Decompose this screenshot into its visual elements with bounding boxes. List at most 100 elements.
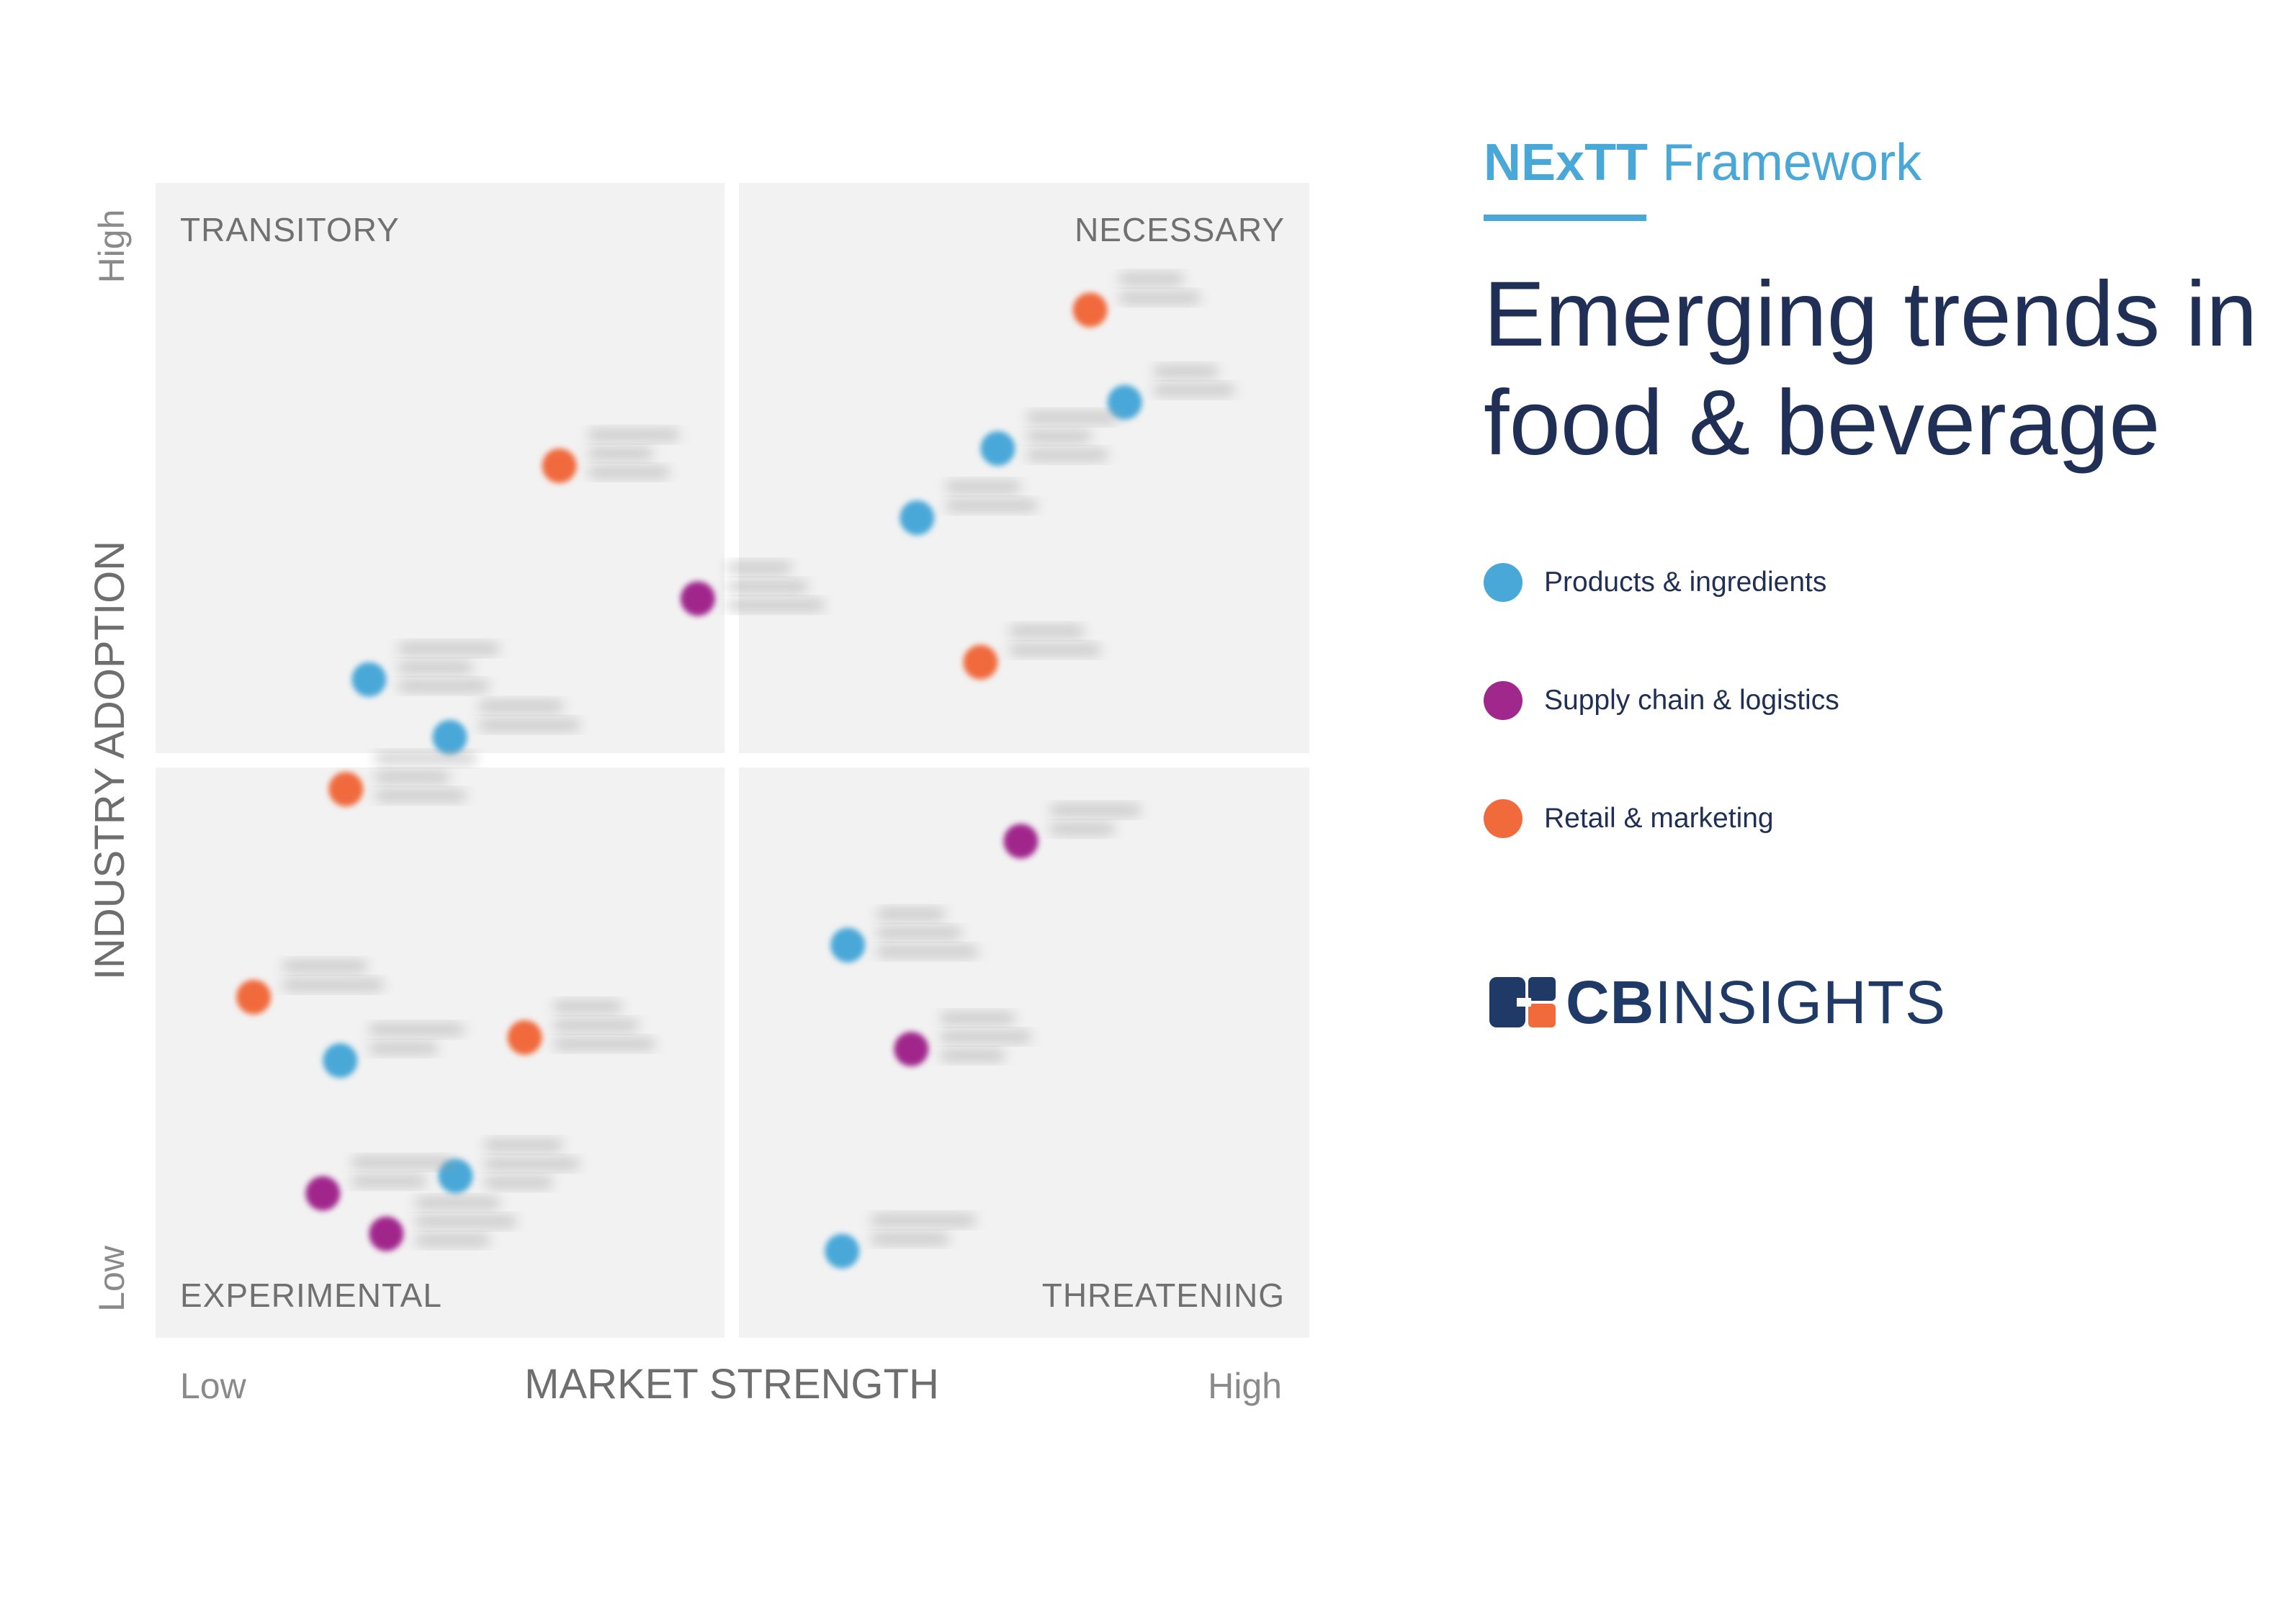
blurred-point-label: [375, 753, 477, 801]
quadrant-label-threatening: THREATENING: [1042, 1277, 1285, 1314]
blurred-label-line: [553, 1038, 655, 1049]
accent-rule: [1484, 215, 1646, 221]
blurred-label-line: [375, 772, 450, 783]
blurred-point-label: [940, 1013, 1032, 1061]
blurred-label-line: [1049, 805, 1142, 816]
headline: Emerging trends in food & beverage: [1484, 260, 2261, 477]
blurred-label-line: [1153, 366, 1219, 377]
data-point-retail: [1072, 292, 1108, 328]
cbinsights-logo-text: CBINSIGHTS: [1566, 972, 1946, 1032]
blurred-label-line: [1009, 626, 1085, 636]
data-point-retail: [542, 448, 577, 483]
blurred-label-line: [415, 1216, 517, 1227]
headline-line-1: Emerging trends in: [1484, 263, 2258, 366]
framework-title-rest: Framework: [1648, 134, 1922, 192]
quadrant-label-experimental: EXPERIMENTAL: [180, 1277, 442, 1314]
blurred-label-line: [876, 927, 962, 938]
legend-label-retail: Retail & marketing: [1544, 803, 1774, 834]
legend-swatch-supply-chain: [1484, 681, 1523, 721]
legend-item-supply-chain: Supply chain & logistics: [1484, 680, 2261, 721]
blurred-label-line: [726, 581, 808, 592]
points-layer: [236, 274, 1235, 1269]
x-axis-high-label: High: [1208, 1366, 1282, 1406]
side-panel: NExTT Framework Emerging trends in food …: [1484, 137, 2261, 917]
quadrant-experimental: [156, 768, 725, 1338]
legend-swatch-products: [1484, 563, 1523, 603]
quadrant-label-transitory: TRANSITORY: [180, 211, 400, 248]
blurred-label-line: [415, 1197, 501, 1208]
blurred-label-line: [398, 680, 490, 691]
blurred-label-line: [1026, 431, 1092, 441]
blurred-point-label: [1009, 626, 1101, 655]
blurred-point-label: [1153, 366, 1235, 395]
y-axis-low-label: Low: [91, 1245, 132, 1312]
blurred-label-line: [282, 960, 368, 971]
logo-text-bold: CB: [1566, 968, 1655, 1036]
quadrant-label-necessary: NECESSARY: [1075, 211, 1285, 248]
blurred-point-label: [1049, 805, 1142, 834]
blurred-label-line: [940, 1050, 1005, 1061]
blurred-point-label: [1026, 412, 1118, 460]
blurred-label-line: [478, 719, 580, 730]
blurred-point-label: [369, 1025, 465, 1054]
blurred-label-line: [351, 1157, 454, 1168]
data-point-products: [351, 662, 387, 697]
y-axis-high-label: High: [91, 210, 132, 284]
blurred-label-line: [369, 1025, 465, 1035]
blurred-label-line: [1153, 384, 1235, 395]
data-point-products: [1107, 384, 1142, 420]
blurred-label-line: [1009, 644, 1101, 655]
data-point-supply-chain: [680, 581, 715, 616]
blurred-label-line: [871, 1233, 950, 1244]
blurred-point-label: [946, 482, 1038, 511]
data-point-supply-chain: [1003, 824, 1039, 859]
blurred-label-line: [946, 482, 1021, 492]
blurred-label-line: [1118, 292, 1201, 303]
blurred-label-line: [1118, 274, 1184, 284]
legend-item-retail: Retail & marketing: [1484, 798, 2261, 839]
legend-swatch-retail: [1484, 799, 1523, 839]
data-point-retail: [328, 772, 364, 807]
x-axis-low-label: Low: [180, 1366, 247, 1406]
blurred-label-line: [588, 467, 670, 477]
blurred-point-label: [553, 1001, 655, 1049]
legend-item-products: Products & ingredients: [1484, 562, 2261, 603]
blurred-label-line: [726, 600, 825, 611]
data-point-products: [432, 719, 467, 755]
data-point-products: [825, 1233, 860, 1269]
x-axis-title: MARKET STRENGTH: [524, 1361, 939, 1408]
blurred-label-line: [946, 500, 1038, 511]
blurred-label-line: [484, 1177, 553, 1188]
logo-text-rest: INSIGHTS: [1654, 968, 1947, 1036]
cbinsights-logo-icon: [1489, 977, 1556, 1027]
blurred-point-label: [282, 960, 385, 990]
data-point-products: [900, 500, 935, 536]
blurred-point-label: [398, 643, 500, 691]
blurred-point-label: [588, 429, 680, 477]
framework-title-strong: NExTT: [1484, 134, 1649, 192]
data-point-products: [980, 431, 1015, 466]
data-point-products: [323, 1043, 358, 1079]
data-point-products: [830, 927, 866, 963]
blurred-label-line: [876, 946, 979, 957]
blurred-label-line: [398, 643, 500, 654]
blurred-label-line: [282, 979, 385, 990]
blurred-label-line: [1026, 449, 1108, 460]
blurred-label-line: [369, 1043, 438, 1054]
blurred-label-line: [726, 562, 792, 573]
data-point-retail: [507, 1020, 542, 1055]
blurred-point-label: [478, 701, 580, 730]
data-point-retail: [236, 979, 272, 1014]
blurred-label-line: [940, 1032, 1032, 1042]
headline-line-2: food & beverage: [1484, 372, 2161, 475]
blurred-label-line: [876, 909, 946, 919]
legend-label-products: Products & ingredients: [1544, 567, 1827, 598]
blurred-label-line: [398, 662, 473, 672]
framework-title: NExTT Framework: [1484, 137, 2261, 189]
blurred-point-label: [726, 562, 825, 611]
data-point-supply-chain: [369, 1216, 404, 1251]
blurred-label-line: [351, 1176, 427, 1187]
blurred-point-label: [871, 1215, 977, 1244]
blurred-label-line: [484, 1158, 580, 1169]
